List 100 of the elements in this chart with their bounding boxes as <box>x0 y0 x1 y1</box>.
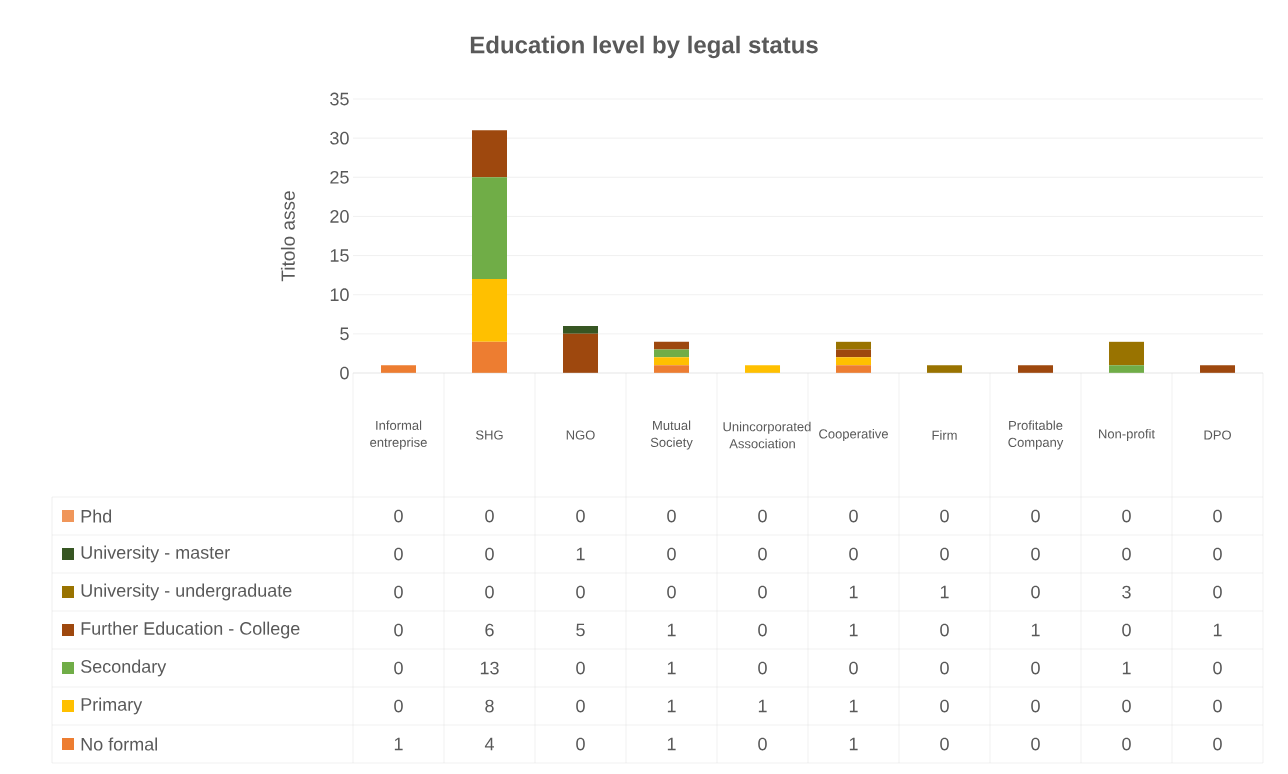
data-label: 1 <box>758 699 767 713</box>
x-tick-label: Unincorporated Association <box>723 421 811 449</box>
data-label: 1 <box>849 737 858 751</box>
y-axis-title: Titolo asse <box>280 191 295 282</box>
data-label: 0 <box>940 661 949 675</box>
data-label: 0 <box>940 509 949 523</box>
x-tick-label: DPO <box>1204 430 1231 440</box>
x-tick-label: Firm <box>932 430 957 440</box>
data-label: 0 <box>940 699 949 713</box>
data-label: 1 <box>1122 661 1131 675</box>
data-label: 8 <box>485 699 494 713</box>
x-tick-label: Informal entreprise <box>370 420 427 450</box>
data-label: 1 <box>667 661 676 675</box>
legend-label: Further Education - College <box>81 621 300 639</box>
data-label: 0 <box>1122 509 1131 523</box>
data-label: 0 <box>849 509 858 523</box>
y-tick-label: 30 <box>330 131 349 145</box>
y-tick-label: 25 <box>330 170 349 184</box>
data-label: 0 <box>485 509 494 523</box>
data-label: 6 <box>485 623 494 637</box>
data-label: 1 <box>667 737 676 751</box>
data-label: 0 <box>1213 509 1222 523</box>
data-label: 0 <box>1213 585 1222 599</box>
data-label: 0 <box>1122 547 1131 561</box>
bar <box>472 279 507 342</box>
x-tick-label: Cooperative <box>819 428 888 442</box>
bar <box>563 326 599 334</box>
data-label: 0 <box>1031 737 1040 751</box>
data-label: 0 <box>1213 737 1222 751</box>
data-label: 0 <box>576 737 585 751</box>
data-label: 0 <box>1031 699 1040 713</box>
data-label: 1 <box>849 699 858 713</box>
data-label: 0 <box>940 623 949 637</box>
data-label: 1 <box>667 623 676 637</box>
y-tick-label: 5 <box>340 327 349 341</box>
y-tick-label: 0 <box>340 366 349 380</box>
data-label: 0 <box>576 585 585 599</box>
legend-label: University - undergraduate <box>81 583 292 601</box>
data-label: 0 <box>576 661 585 675</box>
data-label: 0 <box>1213 547 1222 561</box>
data-label: 0 <box>576 509 585 523</box>
data-label: 1 <box>667 699 676 713</box>
data-label: 0 <box>1031 585 1040 599</box>
y-tick-label: 20 <box>330 210 349 223</box>
data-label: 0 <box>485 585 494 599</box>
y-tick-label: 10 <box>330 288 349 302</box>
data-label: 0 <box>667 585 676 599</box>
data-label: 0 <box>394 661 403 675</box>
y-tick-label: 15 <box>330 249 349 262</box>
data-label: 0 <box>1122 623 1131 637</box>
data-label: 1 <box>1213 623 1222 637</box>
data-label: 0 <box>940 547 949 561</box>
data-label: 0 <box>394 509 403 523</box>
data-label: 0 <box>1122 699 1131 713</box>
data-label: 1 <box>849 585 858 599</box>
data-label: 0 <box>1031 661 1040 675</box>
data-label: 0 <box>758 661 767 675</box>
y-tick-label: 35 <box>330 92 349 106</box>
data-label: 0 <box>940 737 949 751</box>
bar <box>654 341 690 350</box>
data-label: 0 <box>667 547 676 561</box>
data-label: 5 <box>576 623 585 637</box>
legend-label: No formal <box>81 737 157 751</box>
bar <box>472 130 507 178</box>
data-label: 1 <box>940 585 949 599</box>
chart-title: Education level by legal status <box>470 35 818 59</box>
bar <box>472 177 507 280</box>
x-tick-label: Non-profit <box>1099 428 1155 442</box>
bar <box>472 341 507 374</box>
data-label: 0 <box>394 623 403 637</box>
legend-label: Secondary <box>81 659 167 677</box>
x-tick-label: Profitable Company <box>1008 420 1064 450</box>
data-label: 1 <box>849 623 858 637</box>
data-label: 0 <box>394 585 403 599</box>
x-tick-label: NGO <box>566 430 595 440</box>
legend-label: Phd <box>81 509 112 523</box>
data-label: 0 <box>758 509 767 523</box>
data-label: 0 <box>849 661 858 675</box>
data-label: 0 <box>758 737 767 751</box>
legend-label: University - master <box>81 545 230 563</box>
legend-label: Primary <box>81 697 143 715</box>
data-label: 1 <box>394 737 403 751</box>
data-label: 0 <box>758 585 767 599</box>
data-label: 13 <box>480 661 499 675</box>
data-label: 0 <box>394 547 403 561</box>
data-label: 1 <box>576 547 585 561</box>
x-tick-label: SHG <box>476 430 503 440</box>
data-label: 0 <box>485 547 494 561</box>
data-label: 0 <box>758 547 767 561</box>
data-label: 0 <box>667 509 676 523</box>
bar <box>836 357 872 366</box>
data-label: 0 <box>394 699 403 713</box>
data-label: 0 <box>1122 737 1131 751</box>
bar <box>836 341 872 350</box>
bar <box>1109 341 1145 366</box>
data-label: 0 <box>1213 661 1222 675</box>
data-label: 0 <box>576 699 585 713</box>
data-label: 3 <box>1122 585 1131 599</box>
data-label: 4 <box>484 737 494 751</box>
bar <box>563 333 599 374</box>
